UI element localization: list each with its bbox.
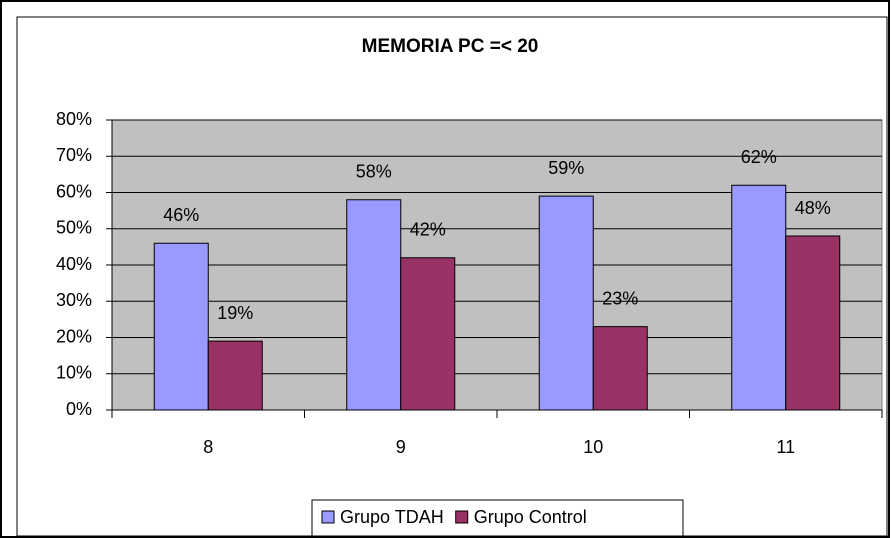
y-tick-label: 0% [66, 399, 92, 419]
legend-swatch [321, 510, 335, 524]
legend-box [311, 499, 684, 537]
bar [731, 184, 787, 411]
y-tick-label: 80% [56, 109, 92, 129]
x-tick-label: 9 [396, 437, 406, 457]
data-label: 58% [356, 162, 392, 182]
y-tick-label: 20% [56, 326, 92, 346]
legend-label: Grupo Control [474, 507, 587, 527]
y-tick-label: 40% [56, 254, 92, 274]
data-label: 62% [741, 147, 777, 167]
data-label: 46% [163, 205, 199, 225]
chart-title: MEMORIA PC =< 20 [362, 36, 539, 57]
data-label: 42% [410, 220, 446, 240]
bar [207, 340, 263, 411]
x-tick-label: 10 [583, 437, 603, 457]
legend-swatch [455, 510, 469, 524]
data-label: 23% [602, 288, 638, 308]
bar [400, 257, 456, 411]
x-tick-label: 11 [776, 437, 795, 457]
bar [538, 195, 594, 411]
data-label: 59% [548, 158, 584, 178]
y-tick-label: 70% [56, 145, 92, 165]
y-tick-label: 50% [56, 218, 92, 238]
y-tick-label: 30% [56, 290, 92, 310]
bar [153, 242, 209, 411]
y-tick-label: 60% [56, 181, 92, 201]
y-tick-label: 10% [56, 363, 92, 383]
legend-label: Grupo TDAH [340, 507, 444, 527]
x-tick-label: 8 [203, 437, 213, 457]
data-label: 48% [795, 198, 831, 218]
bar [592, 326, 648, 411]
data-label: 19% [217, 303, 253, 323]
bar [785, 235, 841, 411]
bar [346, 199, 402, 411]
